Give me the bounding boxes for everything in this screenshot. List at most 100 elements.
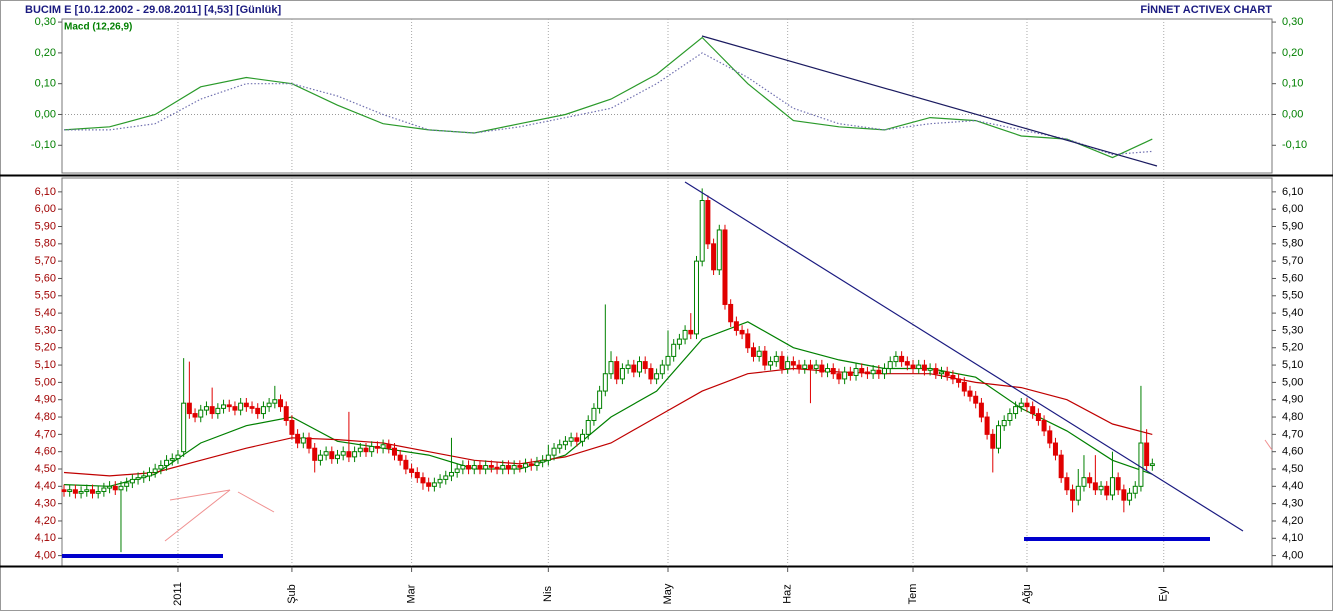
y-tick-label-right: 0,30 <box>1282 16 1303 28</box>
candle-body <box>688 329 694 335</box>
candle-body <box>705 200 711 245</box>
candle-body <box>232 406 238 411</box>
y-tick-label: 4,00 <box>35 550 56 562</box>
candle-body <box>300 437 306 444</box>
candle-body <box>215 407 221 415</box>
candle-body <box>448 471 454 477</box>
candle-body <box>631 364 637 373</box>
candle-body <box>397 454 403 461</box>
candle-body <box>608 361 614 375</box>
candle-body <box>671 343 677 357</box>
candle-body <box>921 364 927 371</box>
candle-body <box>249 406 255 409</box>
candle-body <box>790 361 796 366</box>
candle-body <box>882 368 888 375</box>
candle-body <box>528 463 534 467</box>
candle-body <box>1092 482 1098 491</box>
candle-body <box>580 433 586 442</box>
candle-body <box>557 444 563 449</box>
line-series <box>63 36 1153 159</box>
candle-body <box>540 459 546 463</box>
candle-body <box>454 468 460 473</box>
candle-body <box>825 368 831 373</box>
candle-body <box>562 440 568 446</box>
y-tick-label: 4,80 <box>35 411 56 423</box>
x-tick-label: Haz <box>782 584 794 604</box>
x-tick-label: Tem <box>907 584 919 605</box>
candle-body <box>711 243 717 271</box>
y-tick-label-right: 5,20 <box>1282 342 1303 354</box>
y-tick-label-right: 4,00 <box>1282 550 1303 562</box>
candle-body <box>676 338 682 345</box>
y-tick-label: -0,10 <box>31 139 56 151</box>
candle-body <box>483 465 489 470</box>
candle-body <box>466 465 472 470</box>
candle-body <box>939 371 945 375</box>
candle-body <box>437 478 443 484</box>
candle-body <box>927 368 933 371</box>
candle-body <box>842 371 848 380</box>
candle-body <box>238 402 244 411</box>
candle-body <box>500 465 506 470</box>
candle-body <box>226 404 232 408</box>
y-tick-label-right: 4,30 <box>1282 498 1303 510</box>
candle-body <box>112 485 118 491</box>
candle-body <box>386 444 392 449</box>
candle-body <box>785 361 791 370</box>
candle-body <box>1035 413 1041 422</box>
candle-body <box>118 485 124 491</box>
candle-body <box>887 361 893 370</box>
y-tick-label: 5,50 <box>35 290 56 302</box>
candle-body <box>1047 430 1053 444</box>
annotations <box>62 35 1273 558</box>
candle-body <box>221 404 227 409</box>
y-tick-label-right: 0,10 <box>1282 78 1303 90</box>
candle-body <box>426 482 432 487</box>
candle-body <box>619 368 625 380</box>
candle-body <box>545 454 551 461</box>
y-tick-label-right: 4,10 <box>1282 532 1303 544</box>
y-tick-label-right: 5,60 <box>1282 272 1303 284</box>
candle-body <box>107 485 113 489</box>
candle-body <box>505 465 511 470</box>
trend-line <box>684 181 1244 532</box>
candle-body <box>295 433 301 444</box>
candle-body <box>973 395 979 404</box>
y-tick-label: 4,60 <box>35 446 56 458</box>
x-tick-label: Nis <box>542 586 554 602</box>
y-tick-label-right: 4,90 <box>1282 394 1303 406</box>
candle-body <box>89 489 95 494</box>
candle-body <box>209 406 215 415</box>
candle-body <box>272 399 278 404</box>
line-series <box>63 367 1153 477</box>
candle-body <box>420 477 426 484</box>
candle-body <box>317 454 323 461</box>
candle-body <box>682 329 688 340</box>
y-tick-label: 6,00 <box>35 203 56 215</box>
candle-body <box>129 478 135 484</box>
candle-body <box>403 459 409 470</box>
candle-body <box>568 437 574 442</box>
candle-body <box>306 437 312 449</box>
candle-body <box>819 364 825 373</box>
candle-body <box>1058 454 1064 479</box>
candle-body <box>716 229 722 271</box>
candle-body <box>186 402 192 415</box>
candle-body <box>255 407 261 415</box>
candle-body <box>534 461 540 467</box>
y-tick-label: 5,40 <box>35 307 56 319</box>
candle-body <box>768 361 774 366</box>
candle-body <box>312 447 318 461</box>
y-tick-label: 4,20 <box>35 515 56 527</box>
candle-body <box>750 347 756 357</box>
y-tick-label-right: 4,50 <box>1282 463 1303 475</box>
y-tick-label-right: 4,80 <box>1282 411 1303 423</box>
candle-body <box>910 364 916 370</box>
candle-body <box>648 368 654 380</box>
candle-body <box>169 458 175 461</box>
candle-body <box>642 361 648 370</box>
y-tick-label-right: 4,40 <box>1282 480 1303 492</box>
candle-body <box>847 371 853 376</box>
candle-body <box>323 451 329 456</box>
candle-body <box>198 409 204 418</box>
